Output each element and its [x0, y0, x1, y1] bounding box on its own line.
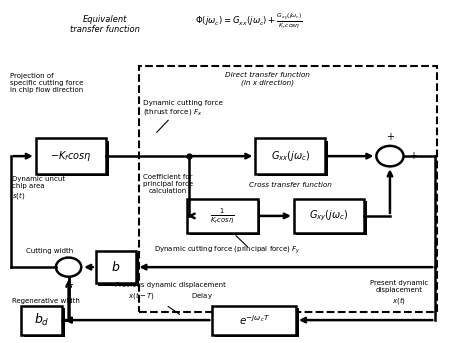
Text: $e^{-j\omega_c T}$: $e^{-j\omega_c T}$ [239, 313, 270, 327]
Text: Projection of
specific cutting force
in chip flow direction: Projection of specific cutting force in … [10, 73, 83, 93]
Text: Dynamic uncut
chip area
$s(t)$: Dynamic uncut chip area $s(t)$ [12, 176, 65, 201]
Bar [39, 141, 109, 176]
Text: $\Phi(j\omega_c) = G_{xx}(j\omega_c) + \frac{G_{xy}(j\omega_c)}{K_r cos\eta}$: $\Phi(j\omega_c) = G_{xx}(j\omega_c) + \… [195, 12, 303, 31]
Text: Regenerative width: Regenerative width [12, 298, 80, 304]
Bar [215, 308, 299, 337]
Bar [36, 138, 106, 174]
Bar [24, 308, 64, 337]
Text: Present dynamic
displacement
$x(t)$: Present dynamic displacement $x(t)$ [370, 280, 428, 306]
Bar [190, 201, 260, 235]
Text: -: - [44, 262, 48, 272]
Bar [96, 251, 137, 283]
Text: $G_{xx}(j\omega_c)$: $G_{xx}(j\omega_c)$ [271, 149, 310, 163]
Text: $b$: $b$ [111, 260, 121, 274]
Text: +: + [410, 151, 418, 161]
Text: Coefficient for
principal force
calculation: Coefficient for principal force calculat… [143, 175, 193, 194]
Text: $G_{xy}(j\omega_c)$: $G_{xy}(j\omega_c)$ [309, 209, 349, 223]
Bar [139, 66, 438, 311]
Text: Dynamic cutting force (principal force) $F_y$: Dynamic cutting force (principal force) … [153, 244, 301, 256]
Text: +: + [64, 280, 73, 290]
Text: Equivalent
transfer function: Equivalent transfer function [70, 15, 140, 34]
Bar [212, 306, 296, 335]
Text: $-K_f cos\eta$: $-K_f cos\eta$ [50, 149, 92, 163]
Text: Previous dynamic displacement
$x(t-T)$                 Delay: Previous dynamic displacement $x(t-T)$ D… [115, 283, 226, 301]
Bar [99, 253, 139, 286]
Text: Direct transfer function
(in x direction): Direct transfer function (in x direction… [225, 72, 310, 86]
Text: Cross transfer function: Cross transfer function [249, 182, 332, 188]
Bar [296, 201, 367, 235]
Text: +: + [386, 132, 394, 142]
Bar [258, 141, 328, 176]
Bar [255, 138, 326, 174]
Text: $b_d$: $b_d$ [34, 312, 49, 328]
Bar [188, 199, 257, 233]
Bar [21, 306, 62, 335]
Text: Dynamic cutting force
(thrust force) $F_x$: Dynamic cutting force (thrust force) $F_… [143, 100, 223, 117]
Text: $\frac{1}{K_r cos\eta}$: $\frac{1}{K_r cos\eta}$ [210, 206, 235, 226]
Bar [294, 199, 364, 233]
Text: Cutting width: Cutting width [25, 248, 73, 254]
